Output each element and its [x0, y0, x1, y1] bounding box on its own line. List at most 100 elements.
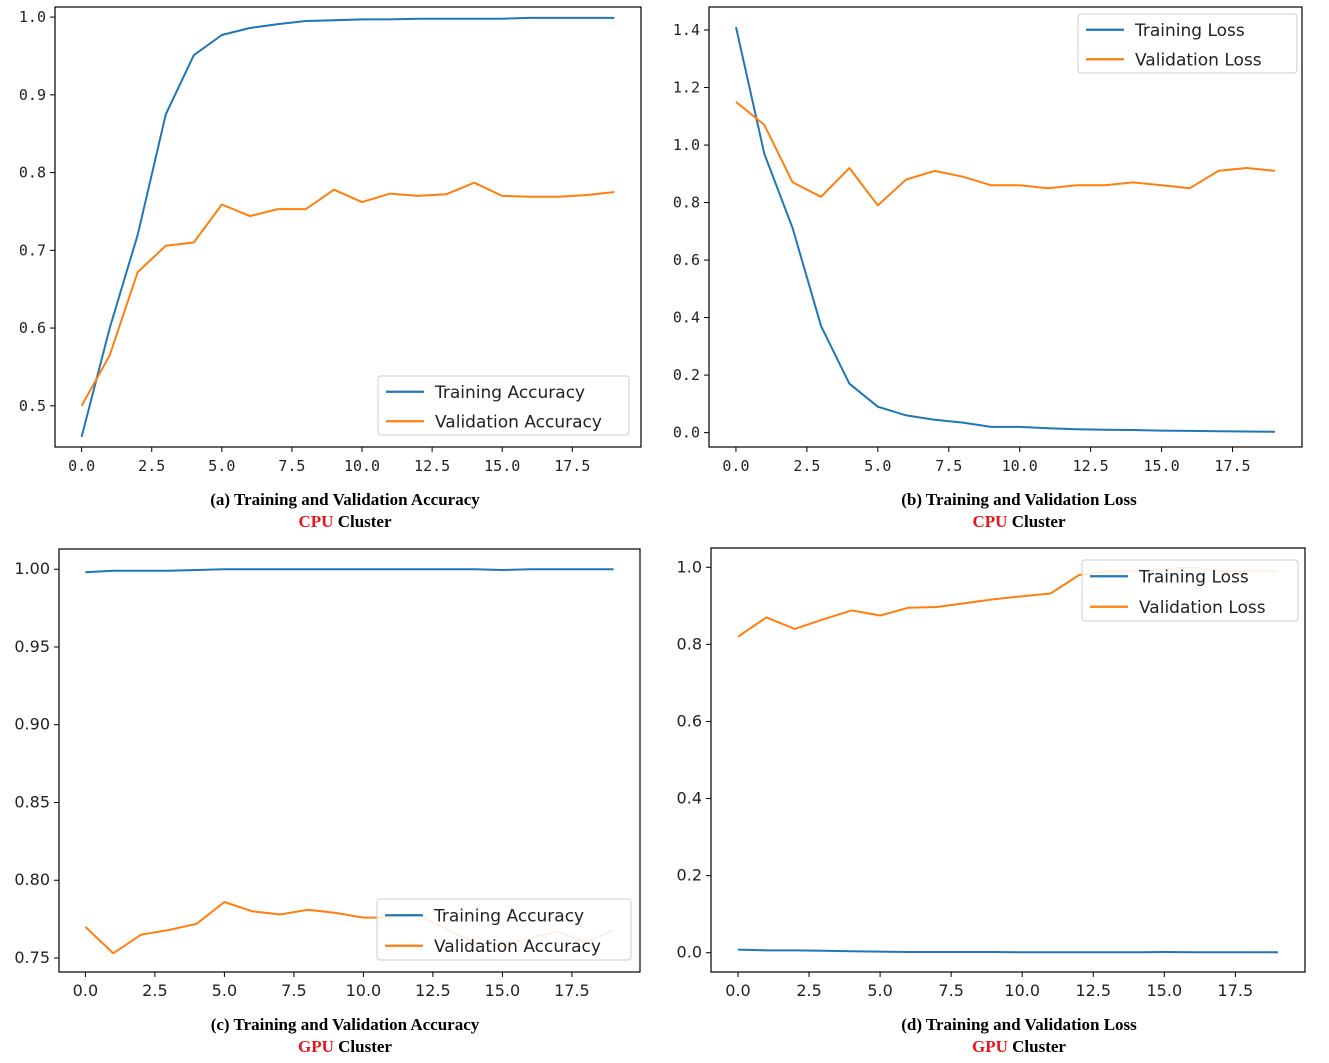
y-tick-label-b-3: 0.6 — [673, 251, 700, 269]
x-tick-label-a-1: 2.5 — [138, 457, 165, 475]
chart-b-svg: 0.0 2.5 5.0 7.5 10.0 12.5 15.0 17.5 0.0 0.2 0.4 0.6… — [673, 6, 1303, 475]
caption-b-title: (b) Training and Validation Loss — [901, 490, 1137, 509]
caption-d-cluster-line: GPU Cluster — [714, 1036, 1324, 1058]
legend-label-b-training: Training Loss — [1134, 21, 1245, 41]
x-tick-label-a-4: 10.0 — [344, 457, 380, 475]
series-line-d-training — [737, 948, 1278, 954]
legend-box-b — [1077, 13, 1298, 74]
caption-c-suffix: Cluster — [333, 1037, 392, 1056]
caption-a-suffix: Cluster — [333, 512, 392, 531]
y-tick-label-a-5: 1.0 — [19, 8, 46, 26]
series-line-b-training — [735, 26, 1276, 433]
y-tick-label-d-0: 0.0 — [677, 943, 702, 962]
y-tick-label-d-3: 0.6 — [677, 711, 702, 730]
y-tick-label-b-5: 1.0 — [673, 136, 700, 154]
x-tick-label-c-2: 5.0 — [212, 981, 237, 1000]
x-tick-label-c-1: 2.5 — [142, 981, 167, 1000]
legend-label-c-validation: Validation Accuracy — [434, 937, 601, 957]
x-tick-label-d-5: 12.5 — [1075, 981, 1111, 1000]
x-tick-label-c-7: 17.5 — [554, 981, 590, 1000]
x-tick-label-d-0: 0.0 — [725, 981, 750, 1000]
caption-b: (b) Training and Validation Loss CPU Clu… — [714, 489, 1324, 533]
y-tick-label-a-2: 0.7 — [19, 241, 46, 259]
legend-box-d — [1081, 559, 1299, 622]
x-tick-label-a-7: 17.5 — [554, 457, 590, 475]
x-tick-label-b-1: 2.5 — [793, 457, 820, 475]
x-tick-label-a-6: 15.0 — [484, 457, 520, 475]
chart-panel-c: 0.0 2.5 5.0 7.5 10.0 12.5 15.0 17.5 0.75 0.80 0.85… — [0, 538, 665, 1063]
legend-label-b-validation: Validation Loss — [1135, 50, 1262, 70]
x-tick-label-a-5: 12.5 — [414, 457, 450, 475]
y-tick-label-c-0: 0.75 — [14, 948, 50, 967]
chart-panel-d: 0.0 2.5 5.0 7.5 10.0 12.5 15.0 17.5 0.0 0.2 0.4 0.6… — [664, 538, 1329, 1063]
plot-frame-b — [708, 6, 1303, 448]
x-tick-label-b-5: 12.5 — [1073, 457, 1109, 475]
legend-label-d-validation: Validation Loss — [1139, 598, 1266, 618]
y-tick-label-d-2: 0.4 — [677, 789, 702, 808]
x-tick-label-b-3: 7.5 — [935, 457, 962, 475]
y-tick-label-b-6: 1.2 — [673, 79, 700, 97]
y-tick-label-b-1: 0.2 — [673, 366, 700, 384]
y-tick-label-d-4: 0.8 — [677, 634, 702, 653]
x-tick-label-d-2: 5.0 — [867, 981, 892, 1000]
y-tick-label-c-4: 0.95 — [14, 637, 50, 656]
y-tick-label-a-1: 0.6 — [19, 319, 46, 337]
caption-d: (d) Training and Validation Loss GPU Clu… — [714, 1014, 1324, 1058]
y-tick-label-b-0: 0.0 — [673, 424, 700, 442]
x-tick-label-d-6: 15.0 — [1147, 981, 1183, 1000]
legend-label-d-training: Training Loss — [1138, 567, 1249, 587]
x-tick-label-b-0: 0.0 — [722, 457, 749, 475]
chart-c-svg: 0.0 2.5 5.0 7.5 10.0 12.5 15.0 17.5 0.75 0.80 0.85… — [14, 548, 641, 1000]
caption-a-cluster: CPU — [298, 512, 334, 531]
x-tick-label-c-5: 12.5 — [415, 981, 451, 1000]
caption-d-suffix: Cluster — [1007, 1037, 1066, 1056]
y-tick-label-b-2: 0.4 — [673, 309, 700, 327]
caption-d-title: (d) Training and Validation Loss — [901, 1015, 1137, 1034]
x-tick-label-d-7: 17.5 — [1218, 981, 1254, 1000]
legend-box-a — [377, 375, 630, 436]
caption-c: (c) Training and Validation Accuracy GPU… — [40, 1014, 650, 1058]
x-tick-label-a-3: 7.5 — [278, 457, 305, 475]
x-tick-label-d-1: 2.5 — [796, 981, 821, 1000]
legend-label-a-training: Training Accuracy — [434, 383, 585, 403]
chart-panel-a: 0.0 2.5 5.0 7.5 10.0 12.5 15.0 17.5 0.5 0.6 0.7 0.8… — [0, 0, 665, 540]
y-tick-label-c-1: 0.80 — [14, 870, 50, 889]
series-line-c-training — [85, 568, 614, 574]
caption-c-title: (c) Training and Validation Accuracy — [210, 1015, 480, 1034]
x-tick-label-c-4: 10.0 — [346, 981, 382, 1000]
plot-frame-a — [54, 6, 642, 448]
x-tick-label-b-4: 10.0 — [1002, 457, 1038, 475]
x-tick-label-c-0: 0.0 — [73, 981, 98, 1000]
caption-a-cluster-line: CPU Cluster — [40, 511, 650, 533]
y-tick-label-a-0: 0.5 — [19, 397, 46, 415]
caption-d-cluster: GPU — [972, 1037, 1008, 1056]
legend-box-c — [376, 898, 632, 961]
series-line-a-validation — [80, 181, 615, 407]
series-line-a-training — [80, 16, 615, 438]
x-tick-label-a-0: 0.0 — [68, 457, 95, 475]
chart-panel-b: 0.0 2.5 5.0 7.5 10.0 12.5 15.0 17.5 0.0 0.2 0.4 0.6… — [664, 0, 1329, 540]
caption-b-cluster-line: CPU Cluster — [714, 511, 1324, 533]
caption-a-title: (a) Training and Validation Accuracy — [210, 490, 480, 509]
x-tick-label-b-7: 17.5 — [1214, 457, 1250, 475]
y-tick-label-c-5: 1.00 — [14, 559, 50, 578]
legend-label-c-training: Training Accuracy — [433, 906, 584, 926]
x-tick-label-c-3: 7.5 — [281, 981, 306, 1000]
chart-a-svg: 0.0 2.5 5.0 7.5 10.0 12.5 15.0 17.5 0.5 0.6 0.7 0.8… — [19, 6, 642, 475]
y-tick-label-d-5: 1.0 — [677, 557, 702, 576]
x-tick-label-d-3: 7.5 — [938, 981, 963, 1000]
y-tick-label-a-3: 0.8 — [19, 164, 46, 182]
x-tick-label-b-6: 15.0 — [1143, 457, 1179, 475]
chart-d-svg: 0.0 2.5 5.0 7.5 10.0 12.5 15.0 17.5 0.0 0.2 0.4 0.6… — [677, 547, 1306, 1000]
y-tick-label-b-4: 0.8 — [673, 194, 700, 212]
caption-a: (a) Training and Validation Accuracy CPU… — [40, 489, 650, 533]
caption-b-cluster: CPU — [972, 512, 1008, 531]
legend-label-a-validation: Validation Accuracy — [435, 412, 602, 432]
y-tick-label-a-4: 0.9 — [19, 86, 46, 104]
y-tick-label-d-1: 0.2 — [677, 866, 702, 885]
caption-c-cluster: GPU — [298, 1037, 334, 1056]
x-tick-label-b-2: 5.0 — [864, 457, 891, 475]
x-tick-label-c-6: 15.0 — [485, 981, 521, 1000]
caption-c-cluster-line: GPU Cluster — [40, 1036, 650, 1058]
y-tick-label-b-7: 1.4 — [673, 21, 700, 39]
